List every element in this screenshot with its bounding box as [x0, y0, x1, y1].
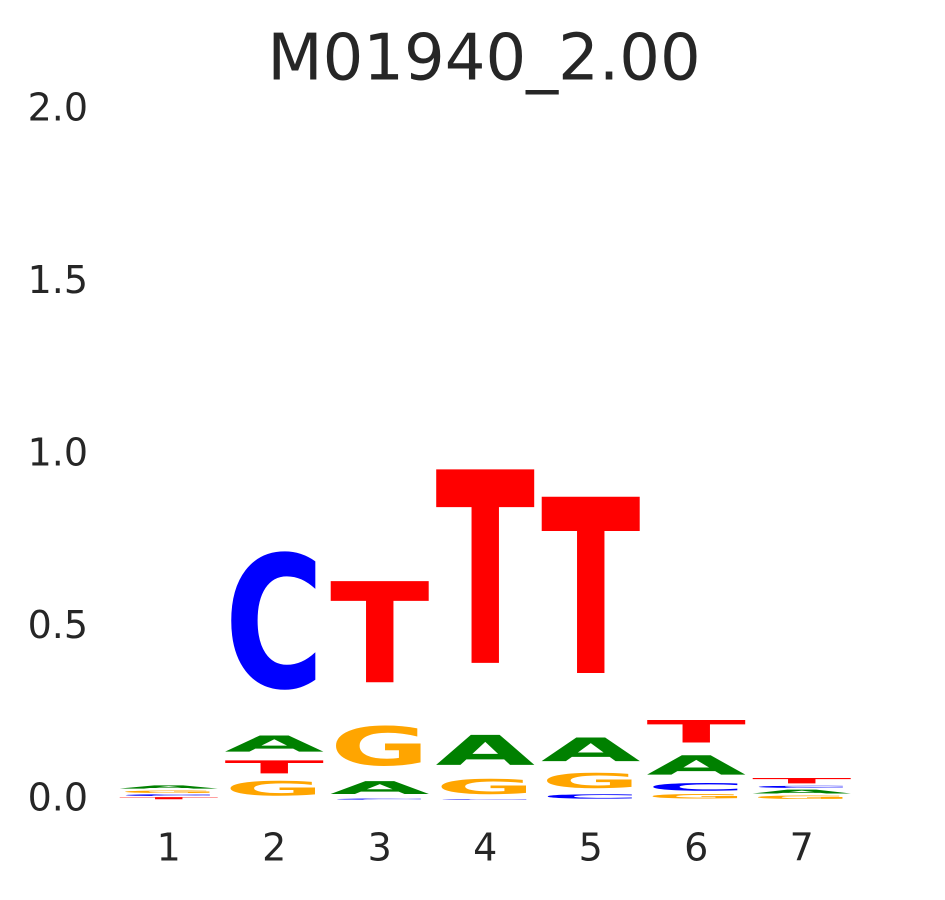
logo-letter: C — [225, 518, 325, 730]
logo-letter: C — [330, 798, 429, 800]
chart-title: M01940_2.00 — [267, 22, 700, 96]
x-tick-label: 6 — [684, 826, 708, 870]
logo-letter: G — [647, 793, 746, 800]
logo-letter: T — [225, 757, 325, 778]
logo-letter: A — [330, 778, 429, 799]
x-tick-label: 3 — [368, 826, 392, 870]
logo-letter: C — [436, 799, 536, 800]
logo-letter: T — [436, 417, 535, 726]
logo-letter: G — [752, 795, 851, 800]
logo-letter: A — [225, 731, 324, 757]
x-tick-label: 5 — [579, 826, 603, 870]
logo-letter: A — [119, 785, 218, 790]
y-tick-label: 1.5 — [28, 258, 88, 302]
logo-letter: C — [752, 785, 852, 788]
logo-letter: C — [541, 793, 640, 800]
logo-letter: G — [436, 775, 535, 799]
logo-letter: T — [330, 554, 429, 716]
logo-letter: G — [119, 790, 218, 794]
y-tick-label: 0.5 — [28, 603, 88, 647]
logo-letter: T — [541, 450, 640, 731]
logo-letter: A — [541, 731, 641, 769]
logo-letter: C — [119, 794, 219, 797]
y-tick-label: 2.0 — [28, 86, 88, 130]
x-tick-label: 7 — [790, 826, 814, 870]
x-tick-label: 1 — [157, 826, 181, 870]
x-tick-label: 4 — [473, 826, 497, 870]
logo-letter: T — [647, 714, 747, 750]
logo-letter: G — [225, 778, 324, 800]
logo-letter: G — [330, 716, 429, 778]
y-tick-label: 1.0 — [28, 431, 88, 475]
logo-letter: A — [647, 750, 747, 781]
logo-letter: G — [541, 769, 640, 793]
logo-letter: C — [647, 781, 746, 793]
y-tick-label: 0.0 — [28, 776, 88, 820]
x-tick-label: 2 — [262, 826, 286, 870]
logo-letter: A — [436, 726, 536, 774]
logo-letter: A — [752, 789, 851, 795]
logo-letter: T — [119, 797, 218, 800]
logo-letter: T — [752, 777, 851, 786]
